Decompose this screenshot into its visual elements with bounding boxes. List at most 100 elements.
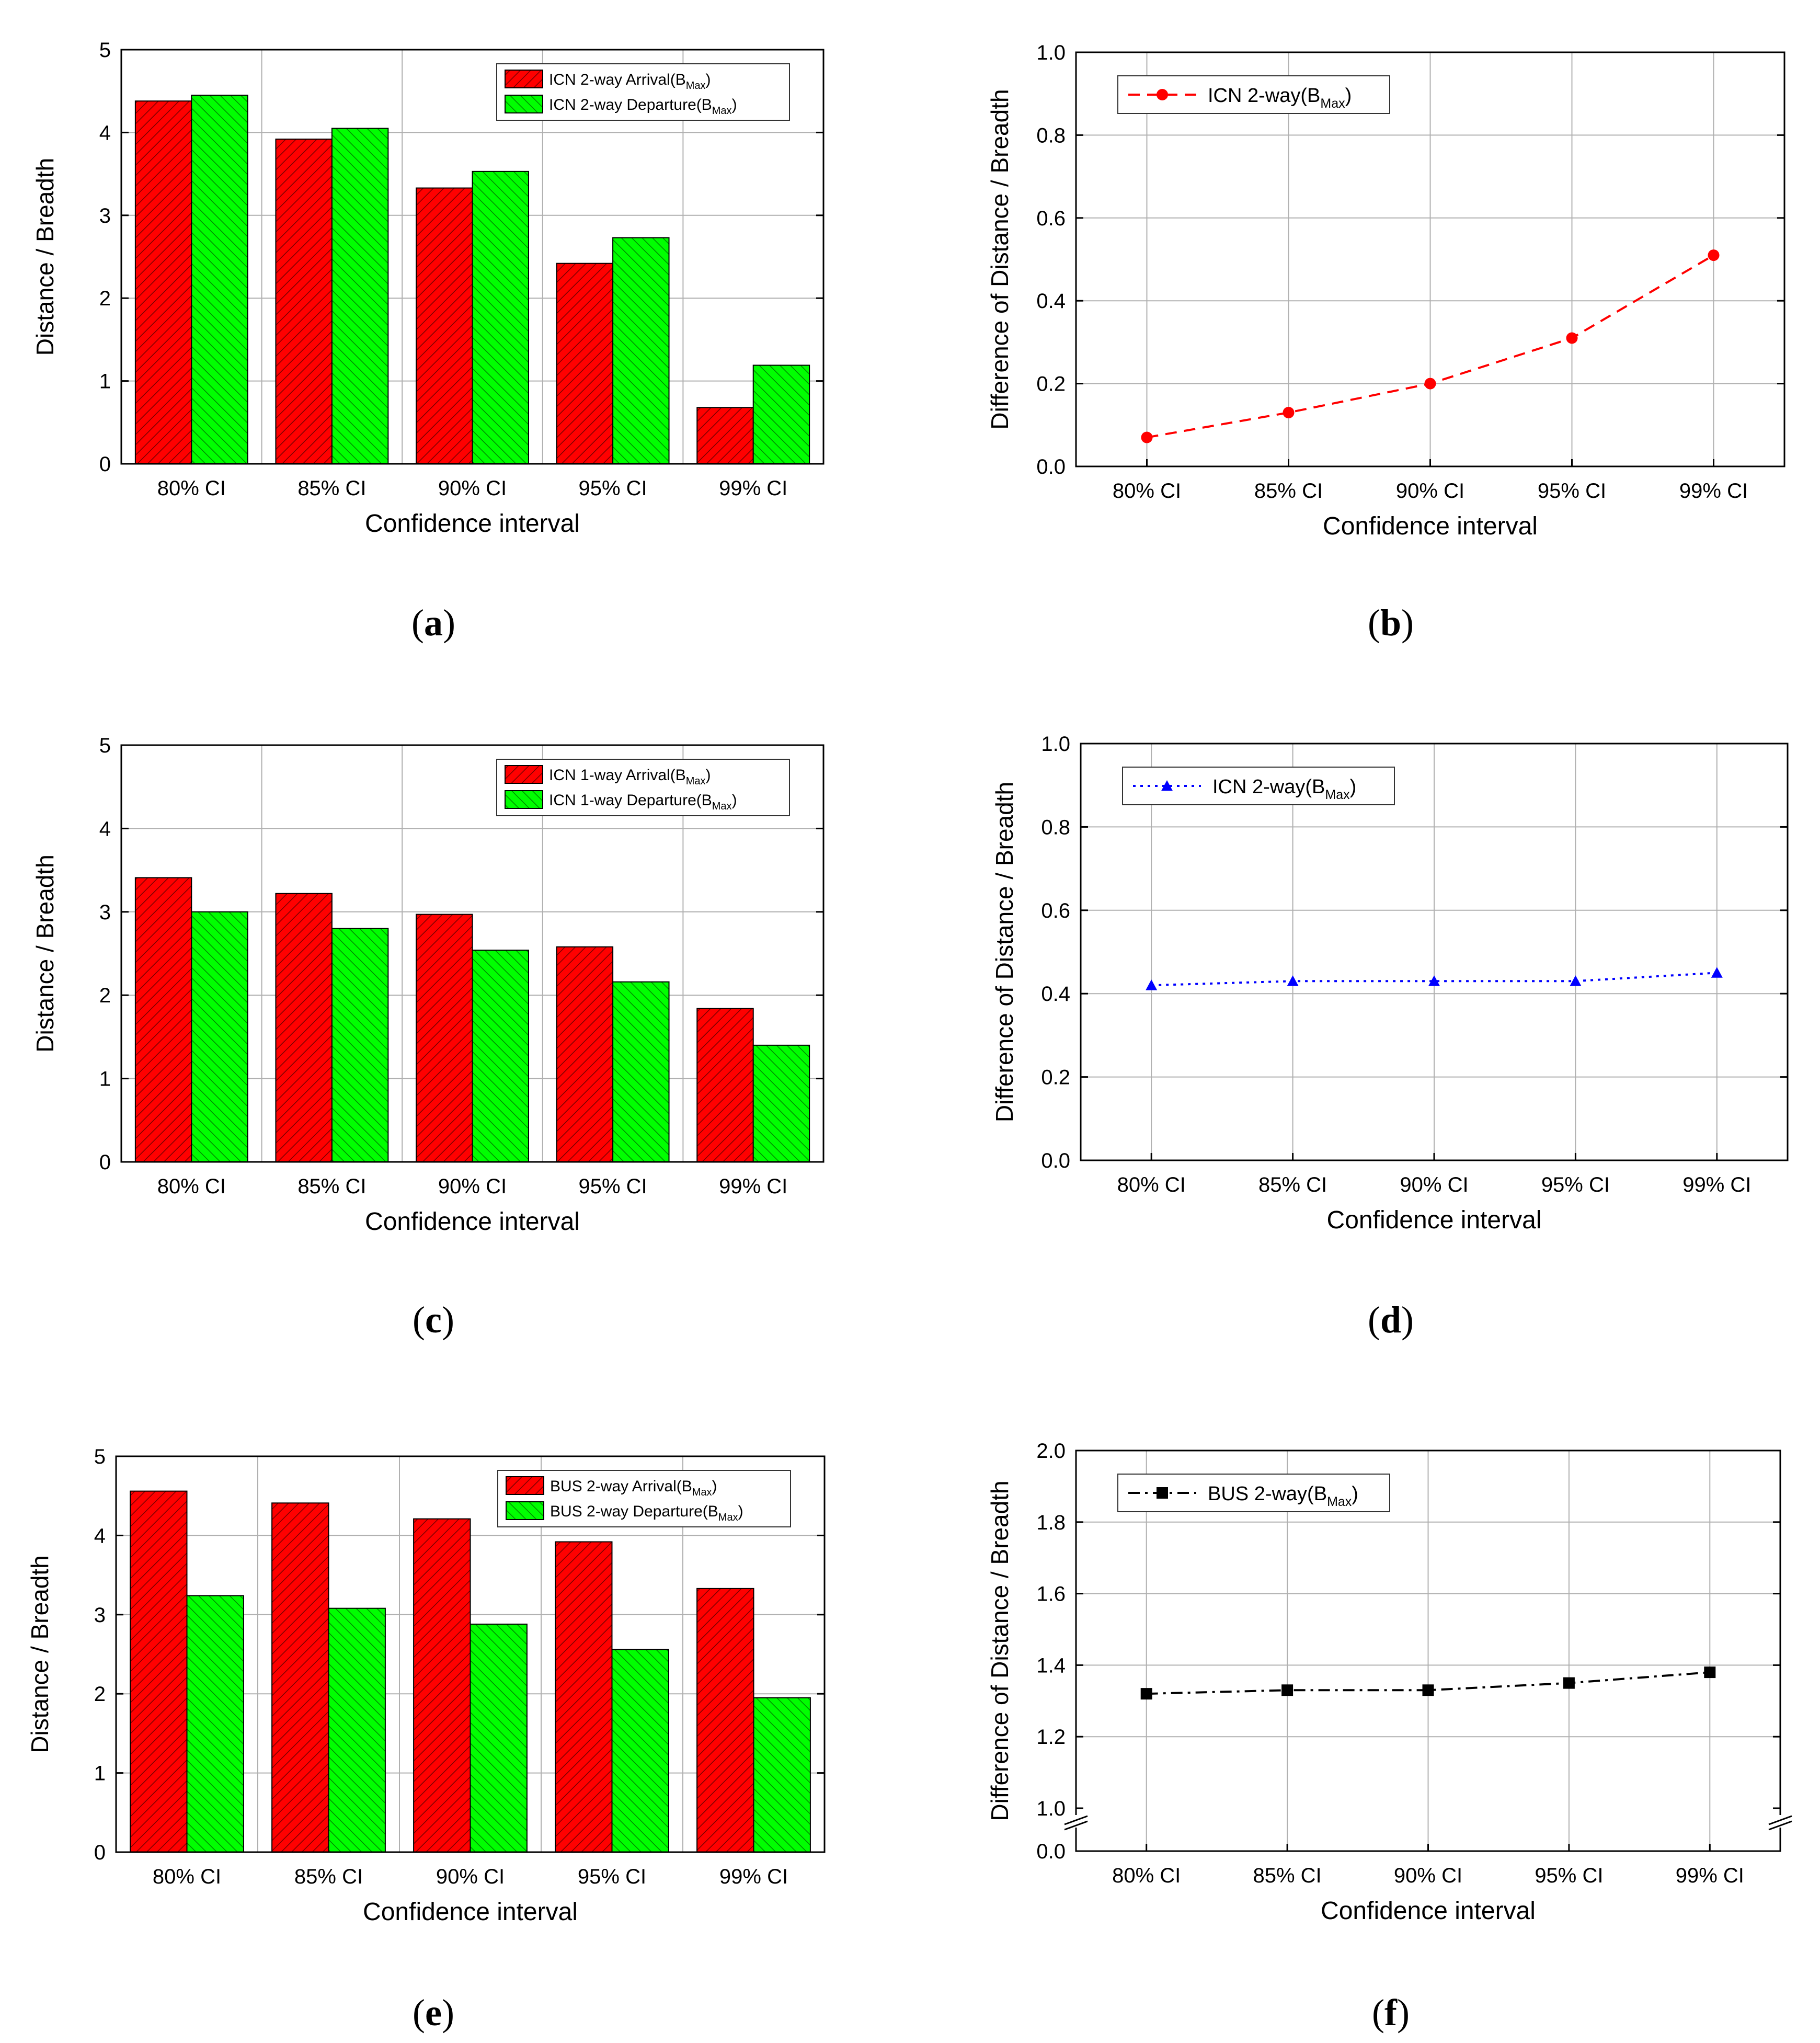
bar [752,364,810,465]
bar [331,928,389,1163]
caption-close: ) [442,1299,454,1341]
x-axis-title: Confidence interval [1327,1206,1542,1234]
y-tick-label: 1.4 [1036,1654,1066,1677]
y-tick-label: 0.0 [1036,455,1066,478]
bar [413,1518,471,1853]
y-tick-label: 0 [99,453,111,476]
x-tick-label: 85% CI [297,1175,366,1198]
legend-marker [1157,89,1168,100]
y-tick-label: 1 [99,370,111,393]
x-tick-label: 80% CI [1112,1864,1181,1887]
bar [752,1044,810,1162]
grid [1076,52,1784,466]
data-point [1140,1688,1152,1700]
y-tick-label: 1.0 [1036,1797,1066,1820]
legend-text-main: ICN 1-way Arrival(B [549,767,686,784]
legend: BUS 2-way(BMax) [1117,1474,1390,1512]
axis-break-mark [1768,1815,1792,1825]
axis-break-mark [1064,1815,1088,1825]
caption-open: ( [411,602,424,644]
data-point [1287,975,1299,986]
caption-close: ) [1401,602,1414,644]
legend-text-sub: Max [686,80,706,92]
y-axis-title: Distance / Breadth [26,1555,53,1753]
legend-marker [1157,1487,1168,1499]
x-axis-title: Confidence interval [1321,1897,1536,1925]
y-tick-label: 0.6 [1041,899,1070,922]
data-point [1563,1677,1575,1689]
y-tick-label: 0 [94,1841,106,1864]
bar [696,407,754,465]
x-axis: 80% CI 85% CI 90% CI 95% CI 99% CI [157,477,788,500]
y-tick-label: 1.2 [1036,1726,1066,1749]
x-tick-label: 80% CI [157,1175,226,1198]
y-tick-label: 0.2 [1041,1066,1070,1089]
legend-box [1117,75,1390,114]
legend-text-sub: Max [1320,96,1345,111]
y-tick-label: 5 [94,1445,106,1468]
x-axis: 80% CI 85% CI 90% CI 95% CI 99% CI [153,1865,788,1888]
y-axis: 0.0 0.2 0.4 0.6 0.8 1.0 [1041,733,1788,1172]
x-tick-label: 99% CI [1676,1864,1744,1887]
y-tick-label: 1.6 [1036,1583,1066,1606]
bar [130,1490,188,1853]
y-tick-label: 0.6 [1036,207,1066,230]
data-point [1708,249,1720,261]
data-point [1283,407,1295,419]
legend-label: ICN 2-way(BMax) [1212,776,1356,802]
x-tick-label: 95% CI [579,1175,647,1198]
legend-label: BUS 2-way Departure(BMax) [550,1503,743,1523]
legend-text-suffix: ) [706,71,711,88]
caption-open: ( [1368,1299,1380,1341]
legend-swatch [505,70,543,88]
bar [416,187,473,464]
legend-box [496,759,790,816]
y-axis: 0 1 2 3 4 5 [99,734,823,1174]
bar [696,1588,754,1853]
series-departure [191,911,810,1163]
bar [186,1595,244,1853]
bar [753,1697,811,1853]
caption-open: ( [1372,1992,1384,2034]
legend-box [496,63,790,121]
legend-swatch [505,95,543,113]
grid [1076,1451,1780,1851]
legend-swatch [506,1501,544,1520]
caption-letter: f [1384,1992,1398,2034]
y-tick-label: 1.0 [1036,41,1066,64]
chart-panel-d: 0.0 0.2 0.4 0.6 0.8 1.0 80% CI 85% CI 90% CI 95% … [991,733,1789,1341]
axis-break-mark [1768,1820,1792,1831]
y-tick-label: 0.0 [1041,1149,1070,1172]
x-axis: 80% CI 85% CI 90% CI 95% CI 99% CI [1112,1844,1744,1887]
bar [134,100,192,464]
x-tick-label: 95% CI [578,1865,646,1888]
y-tick-label: 1 [94,1762,106,1785]
caption-close: ) [1401,1299,1414,1341]
x-axis-title: Confidence interval [365,510,580,538]
data-point [1711,967,1723,978]
y-tick-label: 4 [94,1524,106,1547]
y-axis: 0.0 0.2 0.4 0.6 0.8 1.0 [1036,41,1784,478]
y-tick-label: 0.4 [1036,290,1066,313]
legend-marker [1161,780,1173,791]
x-tick-label: 95% CI [1538,480,1606,503]
legend-swatch [505,765,543,784]
x-tick-label: 95% CI [579,477,647,500]
panel-caption: (e) [413,1992,454,2034]
legend-text-main: ICN 2-way(B [1212,776,1325,798]
caption-open: ( [1368,602,1380,644]
legend-text-suffix: ) [738,1503,743,1520]
series-arrival [134,100,754,465]
bar [472,170,529,464]
y-tick-label: 0.8 [1041,816,1070,839]
bar [555,1541,613,1853]
y-tick-label: 4 [99,817,111,840]
legend-text-sub: Max [712,105,732,117]
x-axis-title: Confidence interval [363,1898,578,1926]
x-tick-label: 90% CI [1396,480,1464,503]
y-tick-label: 0.0 [1036,1840,1066,1863]
chart-panel-c: 0 1 2 3 4 5 80% CI 85% CI 90% CI 95% CI 99% CI Conf… [31,734,825,1341]
bar [328,1607,386,1853]
data-point [1428,975,1440,986]
y-tick-label: 5 [99,39,111,62]
